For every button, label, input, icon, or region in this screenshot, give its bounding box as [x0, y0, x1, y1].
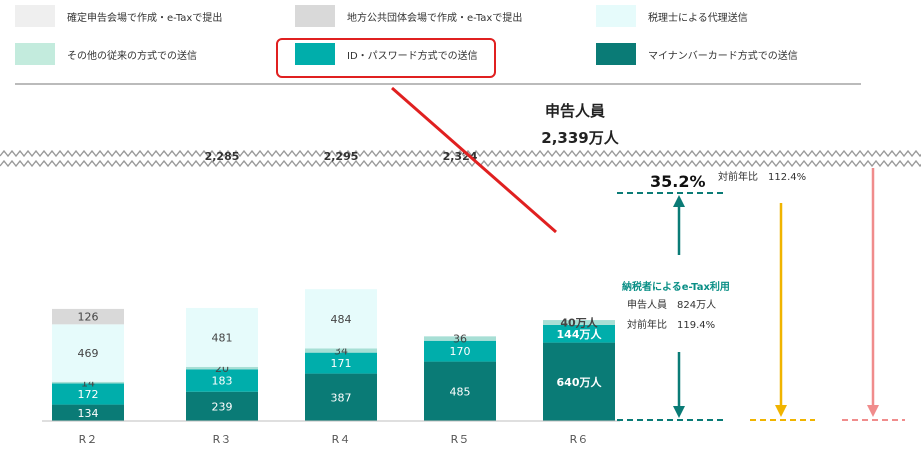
break-zigzag-bottom — [0, 159, 921, 168]
total-label: 2,285 — [205, 150, 240, 163]
bar-segment — [186, 307, 258, 367]
data-label: 469 — [78, 347, 99, 360]
legend-swatch — [15, 43, 55, 65]
legend-item-zeirishi: 税理士による代理送信 — [596, 5, 748, 27]
data-label: 170 — [450, 345, 471, 358]
legend-label: 確定申告会場で作成・e-Taxで提出 — [67, 12, 223, 24]
bars-layer: 1341721446912623918320481387171344844851… — [52, 289, 615, 421]
arrow-yellow-head — [775, 405, 787, 417]
x-tick-label: R２ — [79, 433, 98, 446]
bar-segment — [186, 369, 258, 392]
legend-label: その他の従来の方式での送信 — [67, 50, 197, 62]
legend-item-kakutei-kaijo: 確定申告会場で作成・e-Taxで提出 — [15, 5, 222, 27]
bar-segment — [305, 289, 377, 349]
legend-item-mynumber: マイナンバーカード方式での送信 — [596, 43, 798, 65]
arrow-up-head — [673, 195, 685, 207]
axis-break — [0, 149, 921, 168]
data-label: 172 — [78, 388, 99, 401]
bar-segment — [543, 320, 615, 325]
legend-swatch — [596, 43, 636, 65]
arrow-down-head — [673, 406, 685, 418]
data-label: 126 — [78, 311, 99, 324]
bar-segment — [52, 404, 124, 421]
x-tick-label: R４ — [332, 433, 351, 446]
legend-label: 地方公共団体会場で作成・e-Taxで提出 — [347, 12, 523, 24]
bar-segment — [52, 383, 124, 405]
legend-label: マイナンバーカード方式での送信 — [648, 50, 798, 62]
bar-segment — [186, 366, 258, 370]
legend-label: 税理士による代理送信 — [648, 12, 748, 24]
x-tick-label: R３ — [213, 433, 232, 446]
bar-segment — [305, 352, 377, 374]
bar-segment — [424, 336, 496, 341]
bar-segment — [52, 381, 124, 384]
legend-label: ID・パスワード方式での送信 — [347, 50, 478, 62]
bar-segment — [52, 308, 124, 325]
etax-yoy: 対前年比 119.4% — [627, 318, 715, 331]
bar-segment — [424, 361, 496, 421]
total-title: 申告人員 — [545, 102, 605, 120]
x-tick-label: R６ — [570, 433, 589, 446]
data-label: 387 — [331, 391, 352, 404]
legend-highlight-box — [276, 38, 496, 78]
arrow-pink-head — [867, 405, 879, 417]
data-label: 171 — [331, 357, 352, 370]
share-yoy: 対前年比 112.4% — [718, 170, 806, 183]
data-label: 36 — [453, 333, 467, 346]
legend-swatch — [15, 5, 55, 27]
data-label: 134 — [78, 407, 99, 420]
data-label: 640万人 — [557, 375, 603, 389]
legend-divider — [15, 83, 861, 85]
share-percent: 35.2% — [650, 172, 706, 191]
total-value: 2,339万人 — [541, 129, 619, 147]
bar-segment — [305, 348, 377, 353]
total-labels: 2,285 2,295 2,324 — [205, 150, 478, 163]
total-label: 2,324 — [443, 150, 478, 163]
legend-item-chiho-kokyo: 地方公共団体会場で作成・e-Taxで提出 — [295, 5, 522, 27]
bar-segment — [186, 391, 258, 421]
data-label: 239 — [212, 400, 233, 413]
legend-swatch — [295, 5, 335, 27]
etax-title: 納税者によるe-Tax利用 — [622, 280, 730, 293]
bar-segment — [543, 324, 615, 343]
legend-swatch — [596, 5, 636, 27]
data-label: 183 — [212, 375, 233, 388]
data-label: 481 — [212, 331, 233, 344]
bar-segment — [305, 373, 377, 421]
legend-item-sonota: その他の従来の方式での送信 — [15, 43, 197, 65]
data-label: 484 — [331, 313, 352, 326]
x-tick-label: R５ — [451, 433, 470, 446]
bar-segment — [52, 324, 124, 382]
total-label: 2,295 — [324, 150, 359, 163]
bar-segment — [543, 342, 615, 421]
break-zigzag-top — [0, 149, 921, 158]
data-label: 40万人 — [560, 316, 598, 330]
data-label: 485 — [450, 385, 471, 398]
legend-item-id-password: ID・パスワード方式での送信 — [295, 43, 478, 65]
x-axis-labels: R２ R３ R４ R５ R６ — [79, 433, 589, 446]
legend-swatch — [295, 43, 335, 65]
etax-people: 申告人員 824万人 — [627, 298, 716, 311]
callout-line — [391, 86, 557, 234]
bar-segment — [424, 340, 496, 362]
data-label: 144万人 — [557, 327, 603, 341]
